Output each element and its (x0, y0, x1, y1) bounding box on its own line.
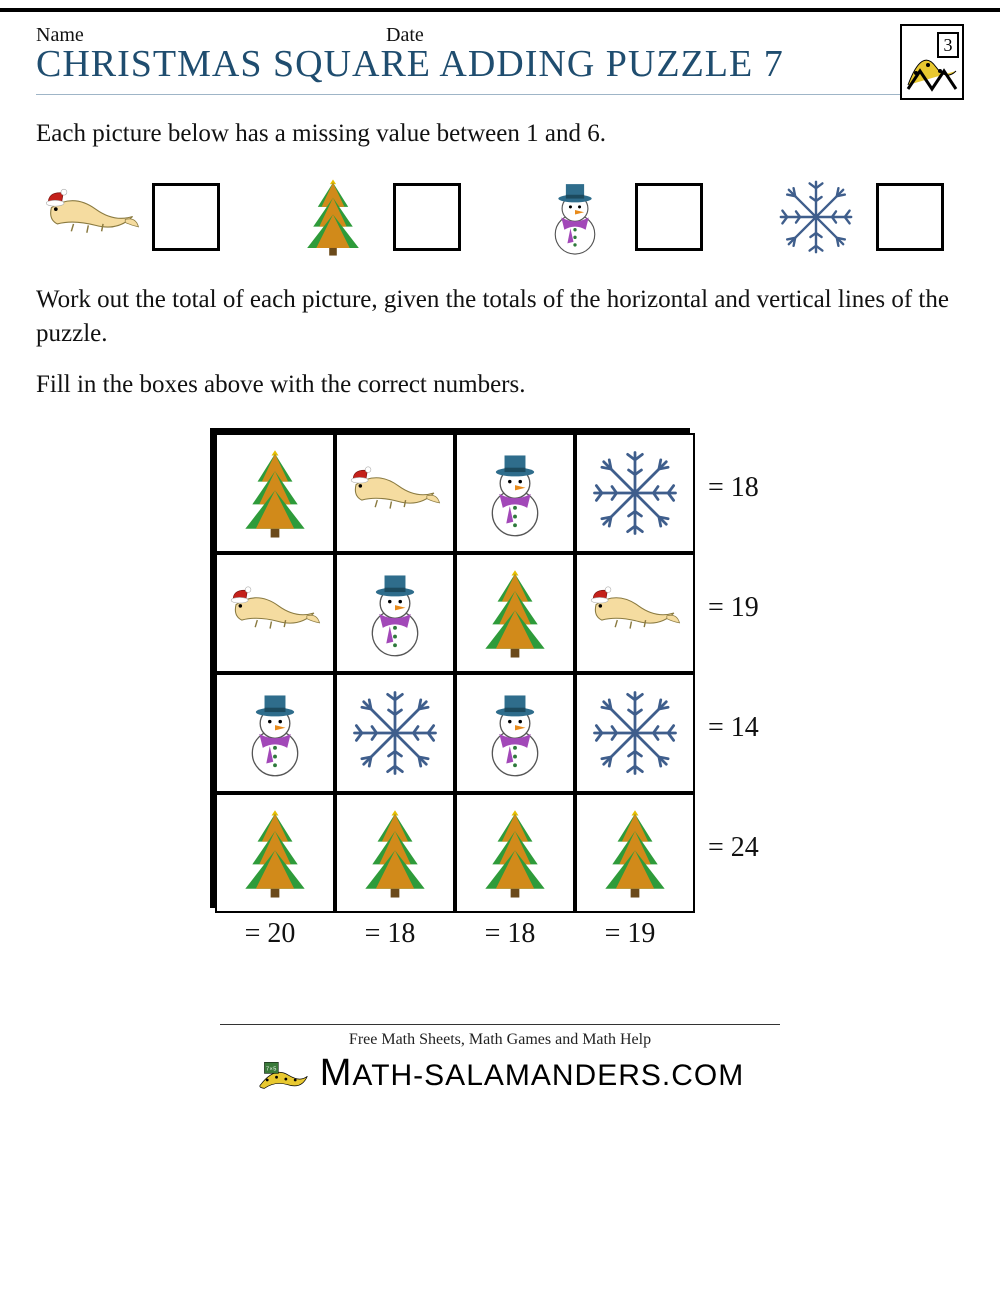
col-total: = 20 (210, 908, 330, 964)
grid-cell (215, 433, 335, 553)
puzzle-grid (210, 428, 690, 908)
snowflake-icon (768, 175, 864, 259)
instruction-2: Work out the total of each picture, give… (36, 283, 964, 351)
tree-icon (469, 805, 561, 901)
snowflake-icon (589, 445, 681, 541)
grid-cell (335, 793, 455, 913)
tree-icon (589, 805, 681, 901)
page-title: CHRISTMAS SQUARE ADDING PUZZLE 7 (36, 42, 784, 86)
snowman-icon (229, 685, 321, 781)
footer-line (220, 1024, 780, 1025)
row-total: = 18 (690, 428, 790, 548)
salamander-logo-icon (256, 1051, 312, 1095)
lizard-icon (349, 445, 441, 541)
title-row: CHRISTMAS SQUARE ADDING PUZZLE 7 (36, 42, 964, 86)
tree-icon (229, 805, 321, 901)
grid-cell (575, 673, 695, 793)
col-total: = 18 (450, 908, 570, 964)
puzzle-wrap: = 18 = 19 = 14 = 24 = 20 = 18 = 18 = 19 (36, 428, 964, 964)
grid-cell (455, 553, 575, 673)
grid-cell (455, 673, 575, 793)
footer-brand: MATH-SALAMANDERS.COM (256, 1051, 744, 1095)
grid-cell (455, 793, 575, 913)
top-rule (0, 8, 1000, 12)
tree-icon (349, 805, 441, 901)
snowman-icon (469, 445, 561, 541)
row-total: = 24 (690, 788, 790, 908)
grid-cell (335, 433, 455, 553)
grid-cell (215, 553, 335, 673)
snowman-icon (469, 685, 561, 781)
footer-brand-text: MATH-SALAMANDERS.COM (320, 1052, 744, 1095)
lizard-icon (229, 565, 321, 661)
answer-box[interactable] (152, 183, 220, 251)
answer-box[interactable] (876, 183, 944, 251)
grid-cell (455, 433, 575, 553)
snowman-icon (349, 565, 441, 661)
tree-icon (469, 565, 561, 661)
legend-item (527, 175, 703, 259)
grid-cell (335, 553, 455, 673)
footer: Free Math Sheets, Math Games and Math He… (36, 1024, 964, 1100)
grid-cell (215, 673, 335, 793)
puzzle-area: = 18 = 19 = 14 = 24 = 20 = 18 = 18 = 19 (210, 428, 790, 964)
legend-item (768, 175, 944, 259)
snowflake-icon (589, 685, 681, 781)
grid-cell (335, 673, 455, 793)
answer-box[interactable] (393, 183, 461, 251)
grid-cell (575, 433, 695, 553)
instruction-1: Each picture below has a missing value b… (36, 117, 964, 151)
lizard-icon (589, 565, 681, 661)
tree-icon (229, 445, 321, 541)
legend-item (285, 175, 461, 259)
instruction-3: Fill in the boxes above with the correct… (36, 368, 964, 402)
title-underline (36, 94, 964, 95)
legend-item (44, 175, 220, 259)
row-total: = 19 (690, 548, 790, 668)
grid-cell (575, 793, 695, 913)
snowflake-icon (349, 685, 441, 781)
footer-tagline: Free Math Sheets, Math Games and Math He… (36, 1031, 964, 1049)
row-total: = 14 (690, 668, 790, 788)
snowman-icon (527, 175, 623, 259)
tree-icon (285, 175, 381, 259)
grade-badge: 3 (900, 24, 964, 100)
lizard-icon (44, 175, 140, 259)
grade-number: 3 (944, 35, 953, 55)
grid-cell (215, 793, 335, 913)
legend-row (36, 169, 964, 283)
grid-cell (575, 553, 695, 673)
col-total: = 18 (330, 908, 450, 964)
worksheet-page: Name Date 3 CHRISTMAS SQUARE ADDING PUZZ… (0, 18, 1000, 1120)
col-total: = 19 (570, 908, 690, 964)
answer-box[interactable] (635, 183, 703, 251)
